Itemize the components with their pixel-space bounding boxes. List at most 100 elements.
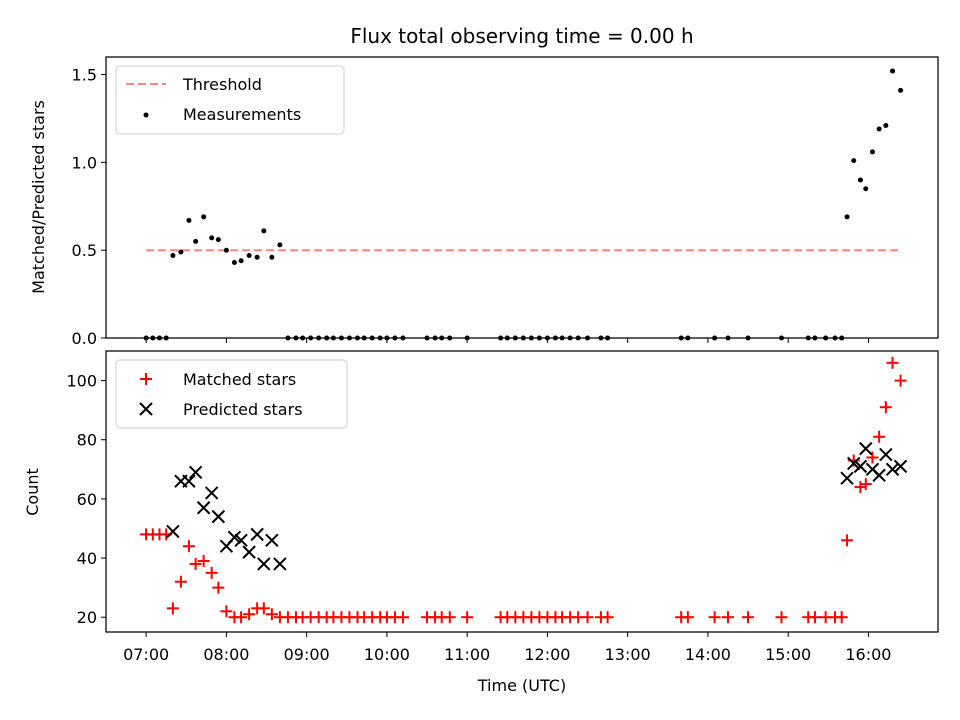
bottom-y-tick-label: 40 (77, 549, 97, 568)
measurement-point (269, 254, 275, 260)
matched-star-point (866, 451, 879, 464)
legend-predicted-label: Predicted stars (183, 400, 303, 419)
bottom-legend-frame (115, 359, 348, 429)
measurement-point (231, 259, 237, 265)
matched-star-point (197, 555, 210, 568)
matched-star-point (581, 611, 594, 624)
bottom-x-tick-label: 08:00 (203, 645, 249, 664)
bottom-x-axis: 07:00 08:00 09:00 10:00 11:00 12:00 13:00 14:00… (123, 632, 891, 664)
matched-star-point (396, 611, 409, 624)
predicted-star-point (265, 533, 279, 548)
measurement-point (844, 214, 850, 220)
predicted-star-point (257, 557, 271, 571)
matched-star-point (681, 611, 694, 624)
measurement-point (851, 158, 857, 164)
matched-star-point (265, 608, 278, 621)
measurement-point (863, 186, 869, 192)
matched-star-point (182, 540, 195, 553)
bottom-x-tick-label: 11:00 (444, 645, 490, 664)
top-panel-frame (105, 56, 939, 339)
bottom-y-tick-label: 100 (66, 372, 97, 391)
predicted-star-point (879, 447, 893, 462)
predicted-star-point (847, 456, 861, 471)
predicted-star-point (227, 530, 242, 545)
top-legend: Threshold Measurements (115, 65, 345, 135)
measurement-point (223, 247, 229, 253)
top-panel-title: Flux total observing time = 0.00 h (350, 24, 693, 48)
matched-star-point (243, 608, 256, 621)
matched-star-point (461, 611, 474, 624)
predicted-star-point (204, 486, 219, 500)
legend-measurements-label: Measurements (183, 105, 301, 124)
matched-star-point (879, 401, 892, 414)
bottom-x-axis-label: Time (UTC) (477, 676, 566, 695)
bottom-x-tick-label: 10:00 (364, 645, 410, 664)
measurement-point (186, 217, 192, 223)
predicted-star-point (188, 465, 203, 479)
matched-star-point (808, 611, 821, 624)
matched-star-point (873, 430, 886, 443)
matched-star-point (894, 374, 907, 387)
predicted-star-point (211, 509, 226, 524)
predicted-star-point (853, 459, 868, 474)
matched-star-point (205, 566, 218, 579)
bottom-x-tick-label: 09:00 (284, 645, 330, 664)
legend-threshold-label: Threshold (182, 75, 262, 94)
predicted-star-point (196, 501, 211, 515)
bottom-legend: Matched stars Predicted stars (115, 359, 348, 429)
measurement-point (215, 237, 221, 243)
measurement-point (261, 228, 267, 234)
predicted-star-point (250, 527, 264, 542)
matched-star-point (257, 602, 270, 615)
bottom-y-axis: 20 40 60 80 100 (66, 372, 106, 627)
top-y-tick-label: 0.5 (72, 241, 97, 260)
matched-star-point (443, 611, 456, 624)
measurement-point (238, 258, 244, 264)
matched-star-point (886, 356, 899, 369)
bottom-x-tick-label: 12:00 (524, 645, 570, 664)
measurement-point (254, 254, 260, 260)
predicted-star-point (893, 459, 908, 474)
matched-star-point (854, 481, 867, 494)
bottom-y-tick-label: 60 (77, 490, 97, 509)
measurement-point (876, 126, 882, 132)
matched-star-point (859, 478, 872, 491)
bottom-plot-area (140, 356, 908, 624)
matched-star-point (189, 557, 202, 570)
top-y-tick-label: 1.0 (72, 153, 97, 172)
matched-star-point (235, 611, 248, 624)
measurement-point (890, 68, 896, 74)
matched-star-point (708, 611, 721, 624)
top-legend-frame (115, 65, 345, 135)
legend-predicted-swatch (139, 402, 153, 416)
matched-star-point (212, 581, 225, 594)
predicted-star-point (234, 533, 248, 548)
matched-star-point (601, 611, 614, 624)
predicted-star-point (840, 471, 854, 485)
measurement-point (201, 214, 207, 220)
top-plot-area (143, 68, 904, 341)
measurement-point (178, 249, 184, 255)
measurement-point (869, 149, 875, 155)
measurement-point (898, 87, 904, 93)
predicted-star-point (166, 524, 180, 539)
bottom-panel-frame (105, 350, 939, 633)
bottom-y-tick-label: 20 (77, 608, 97, 627)
measurement-point (170, 252, 176, 258)
measurement-point (246, 252, 252, 258)
top-y-axis-label: Matched/Predicted stars (29, 100, 48, 294)
matched-star-point (174, 575, 187, 588)
matched-star-point (220, 605, 233, 618)
top-y-axis: 0.0 0.5 1.0 1.5 (72, 66, 106, 348)
predicted-star-point (872, 468, 886, 482)
bottom-x-tick-label: 14:00 (685, 645, 731, 664)
matched-star-point (742, 611, 755, 624)
predicted-star-point (242, 545, 256, 559)
matched-star-point (721, 611, 734, 624)
measurement-point (883, 122, 889, 128)
legend-matched-label: Matched stars (183, 370, 296, 389)
top-y-tick-label: 1.5 (72, 66, 97, 85)
measurement-point (209, 235, 215, 241)
matched-star-point (166, 602, 179, 615)
